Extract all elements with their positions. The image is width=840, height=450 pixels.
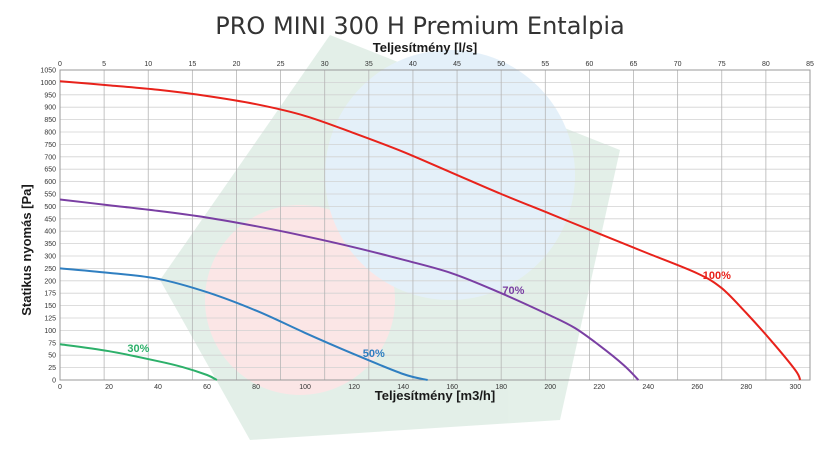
y-axis-title: Statikus nyomás [Pa] — [19, 184, 34, 316]
series-labels: 100% 70% 50% 30% — [127, 270, 731, 360]
x-tick-label: 260 — [691, 384, 703, 391]
y-tick-label: 25 — [48, 365, 56, 372]
series-line-100pct — [59, 80, 802, 381]
y-tick-label: 550 — [44, 192, 56, 199]
x2-tick-label: 35 — [365, 61, 373, 68]
y-tick-label: 600 — [44, 179, 56, 186]
x-tick-label: 20 — [105, 384, 113, 391]
y-tick-label: 175 — [44, 291, 56, 298]
x-tick-label: 200 — [544, 384, 556, 391]
x2-tick-label: 25 — [277, 61, 285, 68]
y-tick-label: 200 — [44, 278, 56, 285]
x2-tick-label: 10 — [144, 61, 152, 68]
series-label-50pct: 50% — [363, 348, 385, 360]
x-tick-label: 160 — [446, 384, 458, 391]
x2-tick-label: 75 — [718, 61, 726, 68]
x-tick-label: 180 — [495, 384, 507, 391]
y-tick-label: 1000 — [40, 80, 56, 87]
series-lines — [59, 80, 802, 381]
plot-frame — [59, 69, 811, 381]
y-tick-label: 350 — [44, 241, 56, 248]
y-tick-label: 100 — [44, 328, 56, 335]
y-tick-label: 800 — [44, 130, 56, 137]
x2-tick-label: 30 — [321, 61, 329, 68]
x2-tick-label: 5 — [102, 61, 106, 68]
y-tick-label: 300 — [44, 254, 56, 261]
y-tick-label: 0 — [52, 378, 56, 385]
x2-tick-label: 85 — [806, 61, 814, 68]
y-tick-label: 50 — [48, 353, 56, 360]
chart-title: PRO MINI 300 H Premium Entalpia — [215, 12, 624, 40]
x-tick-label: 0 — [58, 384, 62, 391]
x-tick-label: 60 — [203, 384, 211, 391]
series-line-50pct — [59, 267, 428, 381]
x-tick-label: 100 — [299, 384, 311, 391]
x2-tick-label: 15 — [188, 61, 196, 68]
y-tick-label: 750 — [44, 142, 56, 149]
x2-tick-label: 20 — [233, 61, 241, 68]
x2-tick-label: 55 — [541, 61, 549, 68]
x-tick-label: 220 — [593, 384, 605, 391]
y-tick-label: 150 — [44, 303, 56, 310]
x2-axis-title: Teljesítmény [l/s] — [373, 40, 478, 55]
x2-tick-label: 60 — [586, 61, 594, 68]
y-tick-label: 75 — [48, 340, 56, 347]
tick-labels: 0255075100125150175200250300350400450500… — [40, 61, 814, 391]
x-axis-title: Teljesítmény [m3/h] — [375, 388, 495, 403]
y-tick-label: 1050 — [40, 68, 56, 75]
series-label-70pct: 70% — [502, 285, 524, 297]
series-label-100pct: 100% — [703, 270, 731, 282]
x-tick-label: 120 — [348, 384, 360, 391]
x2-tick-label: 45 — [453, 61, 461, 68]
x-tick-label: 40 — [154, 384, 162, 391]
x2-tick-label: 70 — [674, 61, 682, 68]
x-tick-label: 280 — [740, 384, 752, 391]
y-tick-label: 650 — [44, 167, 56, 174]
y-tick-label: 900 — [44, 105, 56, 112]
x-tick-label: 80 — [252, 384, 260, 391]
y-tick-label: 400 — [44, 229, 56, 236]
grid — [59, 69, 811, 381]
series-line-70pct — [59, 198, 640, 381]
x2-tick-label: 80 — [762, 61, 770, 68]
series-line-30pct — [59, 343, 218, 381]
y-tick-label: 950 — [44, 92, 56, 99]
y-tick-label: 125 — [44, 316, 56, 323]
x2-tick-label: 40 — [409, 61, 417, 68]
x2-tick-label: 65 — [630, 61, 638, 68]
watermark-logo — [160, 35, 620, 440]
y-tick-label: 250 — [44, 266, 56, 273]
x-tick-label: 300 — [789, 384, 801, 391]
series-label-30pct: 30% — [127, 343, 149, 355]
x-tick-label: 140 — [397, 384, 409, 391]
x-tick-label: 240 — [642, 384, 654, 391]
y-tick-label: 500 — [44, 204, 56, 211]
y-tick-label: 700 — [44, 154, 56, 161]
x2-tick-label: 0 — [58, 61, 62, 68]
x2-tick-label: 50 — [497, 61, 505, 68]
y-tick-label: 850 — [44, 117, 56, 124]
y-tick-label: 450 — [44, 216, 56, 223]
